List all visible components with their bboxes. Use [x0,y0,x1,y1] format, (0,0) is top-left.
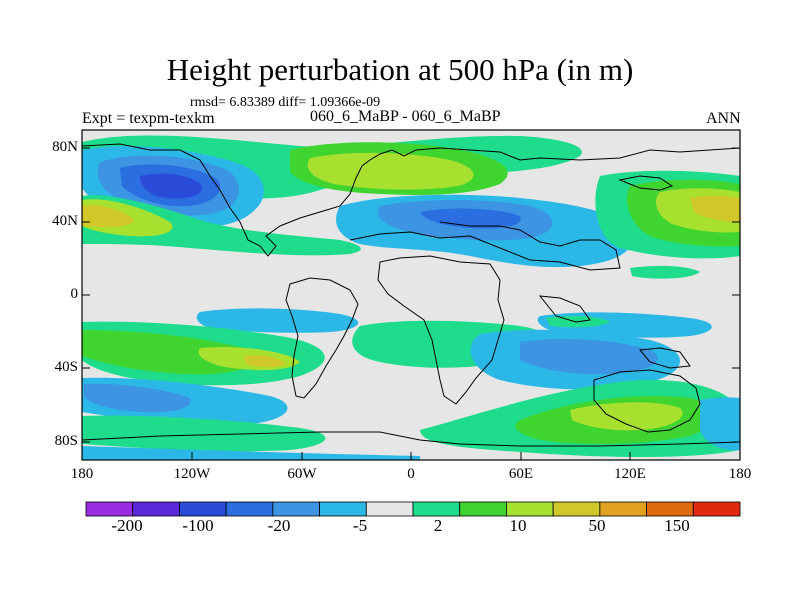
case-label: 060_6_MaBP - 060_6_MaBP [310,108,501,125]
colorbar-label: -20 [267,516,291,535]
y-tick-marks [82,147,740,443]
coastline [618,175,674,191]
x-tick-label: 120E [614,466,646,482]
colorbar-label: 2 [433,516,443,535]
coastline [82,431,740,447]
contour-patch [244,355,286,367]
coastlines [82,143,740,447]
contour-patch [82,446,420,460]
colorbar-label: -5 [352,516,368,535]
contour-patch [140,173,203,199]
colorbar-swatch [319,501,367,517]
contour-patch [700,397,740,451]
colorbar-swatch [646,501,694,517]
contour-patch [520,339,658,375]
y-tick-label: 80N [52,139,78,155]
y-tick-label: 80S [54,433,78,449]
contour-patch [82,195,361,256]
colorbar-swatch [692,501,741,517]
contour-field [82,135,740,460]
colorbar-swatch [85,501,134,517]
colorbar-label: -200 [111,516,143,535]
colorbar-swatch [506,501,554,517]
x-tick-label: 60E [508,466,534,482]
x-tick-label: 180 [70,466,94,482]
contour-patch [307,152,474,190]
season-label: ANN [706,110,741,127]
colorbar-swatch [552,501,601,517]
stats-line: rmsd= 6.83389 diff= 1.09366e-09 [190,95,381,110]
x-tick-label: 120W [173,466,211,482]
contour-patch [570,402,683,431]
x-tick-marks [81,452,741,460]
coastline [82,143,740,257]
x-tick-label: 0 [407,466,415,482]
colorbar-swatch [179,501,227,517]
contour-patch [84,383,191,413]
coastline [639,347,691,369]
colorbar-swatch [365,501,414,517]
colorbar-label: 50 [588,516,606,535]
y-tick-label: 40N [52,213,78,229]
colorbar-swatch [459,501,507,517]
x-tick-label: 180 [728,466,752,482]
contour-patch [82,205,134,228]
coastline [285,277,359,399]
colorbar-swatch [132,501,180,517]
colorbar [85,501,741,517]
contour-patch [690,195,740,222]
x-tick-label: 60W [287,466,317,482]
plot-title: Height perturbation at 500 hPa (in m) [166,52,634,87]
coastline [349,221,621,271]
colorbar-swatch [412,501,461,517]
y-tick-label: 40S [54,359,78,375]
colorbar-swatch [225,501,274,517]
coastline [593,369,701,433]
colorbar-label: 10 [509,516,527,535]
coastline [538,295,591,323]
colorbar-label: -100 [182,516,214,535]
y-tick-label: 0 [70,286,79,302]
contour-patch [82,415,326,452]
contour-patch [420,208,521,229]
colorbar-label: 150 [664,516,690,535]
colorbar-swatch [599,501,647,517]
experiment-label: Expt = texpm-texkm [82,110,215,127]
contour-patch [630,265,700,279]
coastline [377,255,505,405]
colorbar-swatch [272,501,320,517]
contour-patch [196,308,359,333]
